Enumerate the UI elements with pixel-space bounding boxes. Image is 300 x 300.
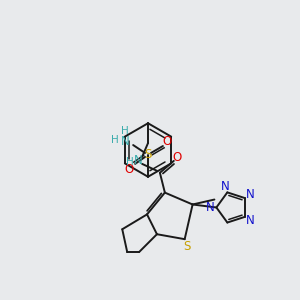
Text: H: H (111, 135, 119, 145)
Text: N: N (121, 135, 130, 148)
Text: N: N (245, 188, 254, 201)
Text: O: O (124, 163, 134, 176)
Text: N: N (245, 214, 254, 227)
Text: N: N (134, 154, 142, 167)
Text: H: H (122, 126, 129, 136)
Text: O: O (162, 135, 172, 148)
Text: N: N (221, 180, 230, 193)
Text: N: N (206, 201, 215, 214)
Text: O: O (172, 152, 182, 164)
Text: S: S (144, 148, 152, 161)
Text: H: H (126, 157, 134, 167)
Text: S: S (183, 240, 190, 253)
